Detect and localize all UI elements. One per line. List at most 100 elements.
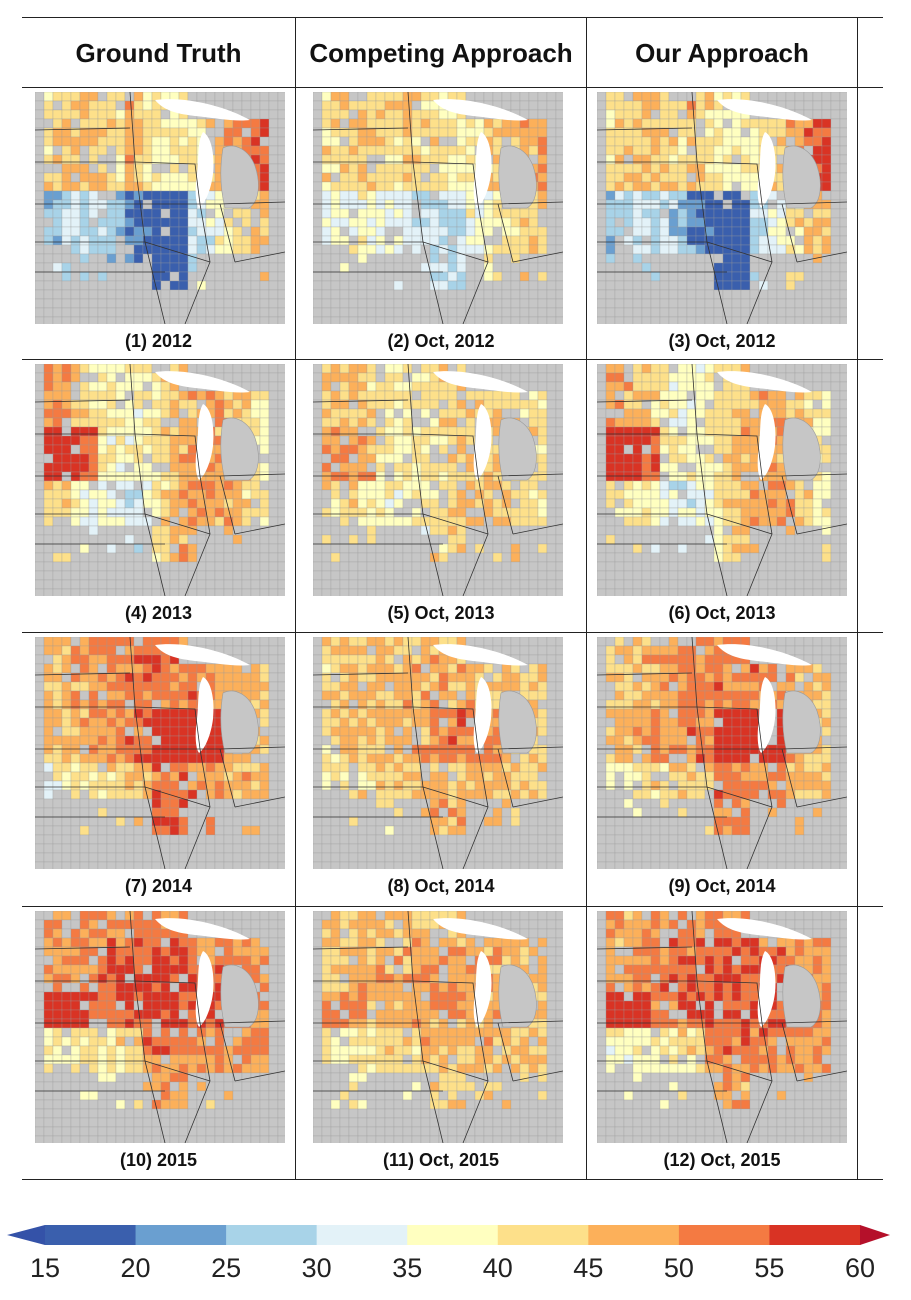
county-cell [70,726,81,737]
county-cell [519,399,530,410]
county-cell [250,637,261,647]
county-cell [43,699,54,710]
county-cell [605,154,616,165]
county-cell [749,399,760,410]
state-boundary [219,475,236,535]
county-cell [393,181,404,192]
county-cell [366,118,377,129]
county-cell [510,561,521,572]
county-cell [812,226,823,237]
county-cell [97,381,108,392]
county-cell [447,181,458,192]
county-cell [555,390,563,401]
county-cell [713,417,724,428]
county-cell [366,579,377,590]
county-cell [456,489,467,500]
lake-shape [717,99,812,121]
county-cell [713,408,724,419]
lake-shape [195,132,214,208]
county-cell [35,217,45,228]
county-cell [605,381,616,392]
county-cell [546,543,557,554]
county-cell [597,372,607,383]
county-cell [169,681,180,692]
county-cell [776,307,787,318]
county-cell [115,262,126,273]
county-cell [597,516,607,527]
county-cell [438,588,449,596]
county-cell [492,118,503,129]
county-cell [623,262,634,273]
county-cell [268,699,279,710]
county-cell [821,145,832,156]
county-cell [474,364,485,374]
county-cell [402,181,413,192]
county-cell [313,136,323,147]
county-cell [330,307,341,318]
county-cell [623,579,634,590]
county-cell [52,253,63,264]
county-cell [677,579,688,590]
county-cell [169,780,180,791]
county-cell [115,372,126,383]
county-cell [97,561,108,572]
county-cell [402,307,413,318]
county-cell [375,364,386,374]
county-cell [142,208,153,219]
county-cell [375,372,386,383]
county-cell [695,235,706,246]
county-cell [465,217,476,228]
county-cell [546,570,557,581]
county-cell [321,208,332,219]
county-cell [321,444,332,455]
county-cell [43,681,54,692]
county-cell [438,498,449,509]
county-cell [313,307,323,318]
county-cell [160,462,171,473]
county-cell [749,92,760,102]
county-cell [749,172,760,183]
county-cell [785,92,796,102]
county-cell [447,552,458,563]
county-cell [659,480,670,491]
county-cell [821,136,832,147]
county-cell [277,289,285,300]
county-cell [501,253,512,264]
county-cell [429,453,440,464]
county-cell [52,92,63,102]
county-cell [277,645,285,656]
county-cell [731,534,742,545]
county-cell [546,92,557,102]
county-cell [43,480,54,491]
county-cell [313,280,323,291]
county-cell [429,525,440,536]
county-cell [214,637,225,647]
county-cell [61,364,72,374]
county-cell [393,399,404,410]
county-cell [115,163,126,174]
county-cell [821,444,832,455]
county-cell [749,145,760,156]
county-cell [402,480,413,491]
county-cell [106,435,117,446]
county-cell [429,289,440,300]
county-cell [537,208,548,219]
county-cell [366,226,377,237]
county-cell [330,426,341,437]
county-cell [528,298,539,309]
county-cell [268,154,279,165]
county-cell [348,217,359,228]
county-cell [259,408,270,419]
county-cell [749,462,760,473]
county-cell [268,271,279,282]
county-cell [456,289,467,300]
county-cell [456,172,467,183]
county-cell [758,588,769,596]
county-cell [277,364,285,374]
county-cell [597,235,607,246]
county-cell [88,181,99,192]
county-cell [259,390,270,401]
county-cell [411,417,422,428]
county-cell [375,199,386,210]
county-cell [537,298,548,309]
